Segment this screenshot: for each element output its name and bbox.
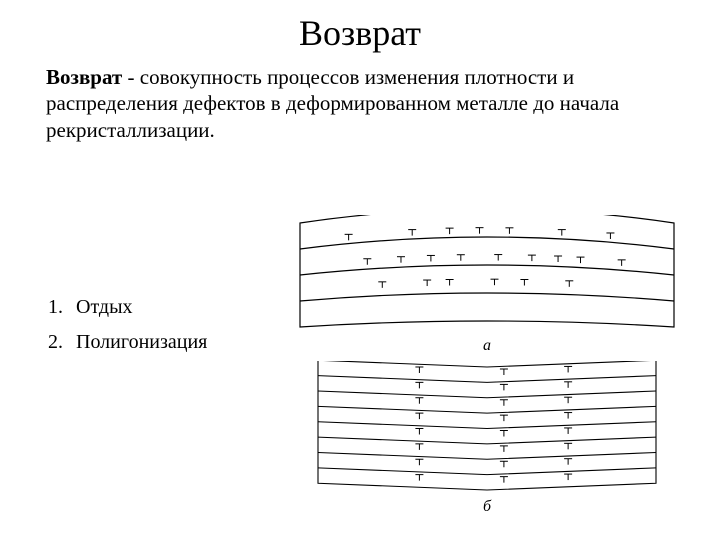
definition-term: Возврат (46, 65, 122, 89)
figure-panel-b (312, 361, 682, 496)
list-item: Полигонизация (68, 325, 207, 360)
figure-container: а б (292, 215, 682, 522)
list-item: Отдых (68, 290, 207, 325)
figure-panel-a (292, 215, 682, 335)
definition-text: - совокупность процессов изменения плотн… (46, 65, 619, 142)
definition-paragraph: Возврат - совокупность процессов изменен… (0, 64, 720, 143)
figure-label-a: а (292, 337, 682, 355)
stages-list: Отдых Полигонизация (40, 290, 207, 360)
figure-label-b: б (292, 498, 682, 516)
page-title: Возврат (0, 0, 720, 64)
